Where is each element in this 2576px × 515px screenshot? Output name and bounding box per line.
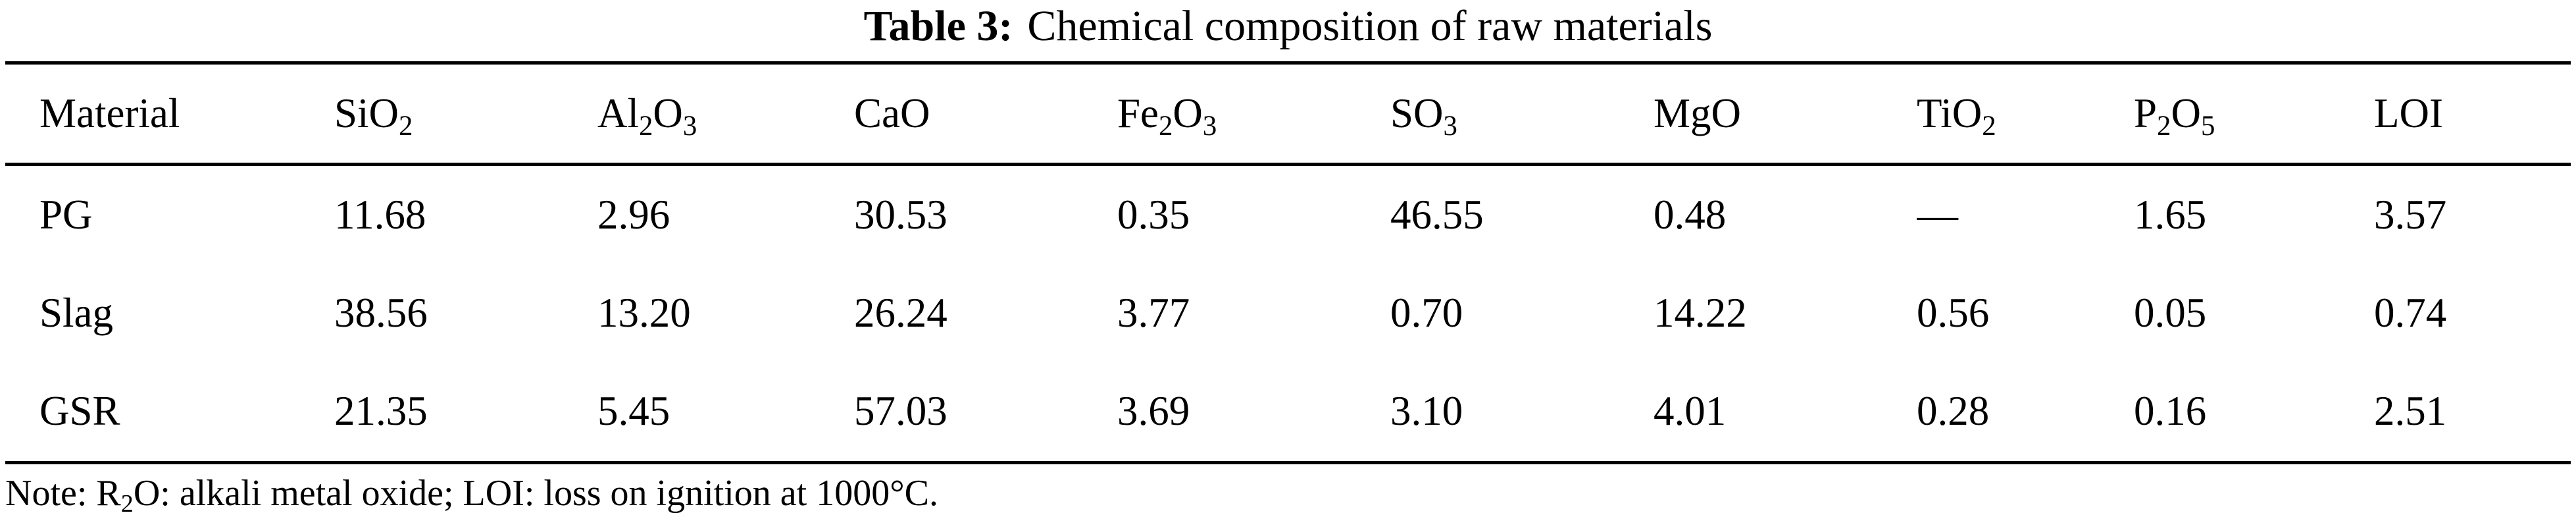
table-body: PG 11.68 2.96 30.53 0.35 46.55 0.48 — 1.65 3.57 Sl… [5, 164, 2571, 462]
value-cell: 11.68 [334, 191, 426, 238]
material-cell: GSR [39, 388, 120, 435]
table-caption-label: Table 3: [863, 2, 1013, 50]
header-row: Material SiO2 Al2O3 CaO Fe2O3 SO3 MgO TiO2 P2O5 L… [5, 63, 2571, 166]
column-header: Fe2O3 [1117, 63, 1390, 166]
value-cell: 0.35 [1117, 191, 1190, 238]
value-cell: 14.22 [1654, 290, 1747, 337]
value-cell: 3.69 [1117, 388, 1190, 435]
value-cell: — [1917, 191, 1958, 238]
value-cell: 3.77 [1117, 290, 1190, 337]
value-cell: 26.24 [854, 290, 947, 337]
value-cell: 0.16 [2134, 388, 2207, 435]
column-header: LOI [2374, 63, 2571, 166]
value-cell: 3.10 [1390, 388, 1463, 435]
value-cell: 0.48 [1654, 191, 1727, 238]
value-cell: 0.74 [2374, 290, 2447, 337]
value-cell: 46.55 [1390, 191, 1484, 238]
material-cell: PG [39, 191, 93, 238]
value-cell: 2.51 [2374, 388, 2447, 435]
table-caption: Table 3: Chemical composition of raw mate… [0, 0, 2576, 51]
value-cell: 21.35 [334, 388, 428, 435]
value-cell: 0.56 [1917, 290, 1990, 337]
value-cell: 2.96 [597, 191, 670, 238]
column-header: SO3 [1390, 63, 1654, 166]
value-cell: 30.53 [854, 191, 947, 238]
material-cell: Slag [39, 290, 114, 337]
value-cell: 5.45 [597, 388, 670, 435]
value-cell: 0.28 [1917, 388, 1990, 435]
value-cell: 3.57 [2374, 191, 2447, 238]
table-row: Slag 38.56 13.20 26.24 3.77 0.70 14.22 0.56 0.05… [5, 264, 2571, 362]
value-cell: 0.05 [2134, 290, 2207, 337]
table-note: Note: R2O: alkali metal oxide; LOI: loss… [5, 472, 938, 515]
column-header: TiO2 [1917, 63, 2134, 166]
value-cell: 4.01 [1654, 388, 1727, 435]
column-header: Al2O3 [597, 63, 854, 166]
column-header: CaO [854, 63, 1117, 166]
value-cell: 0.70 [1390, 290, 1463, 337]
value-cell: 13.20 [597, 290, 691, 337]
column-header: MgO [1654, 63, 1917, 166]
table-row: PG 11.68 2.96 30.53 0.35 46.55 0.48 — 1.65 3.57 [5, 164, 2571, 264]
chemical-composition-table: Material SiO2 Al2O3 CaO Fe2O3 SO3 MgO TiO2 P2O5 L… [5, 61, 2571, 464]
column-header: P2O5 [2134, 63, 2374, 166]
column-header: Material [5, 63, 334, 166]
value-cell: 1.65 [2134, 191, 2207, 238]
value-cell: 57.03 [854, 388, 947, 435]
value-cell: 38.56 [334, 290, 428, 337]
column-header: SiO2 [334, 63, 597, 166]
table-caption-text: Chemical composition of raw materials [1027, 2, 1713, 50]
table-row: GSR 21.35 5.45 57.03 3.69 3.10 4.01 0.28 0.16 2.5… [5, 362, 2571, 462]
